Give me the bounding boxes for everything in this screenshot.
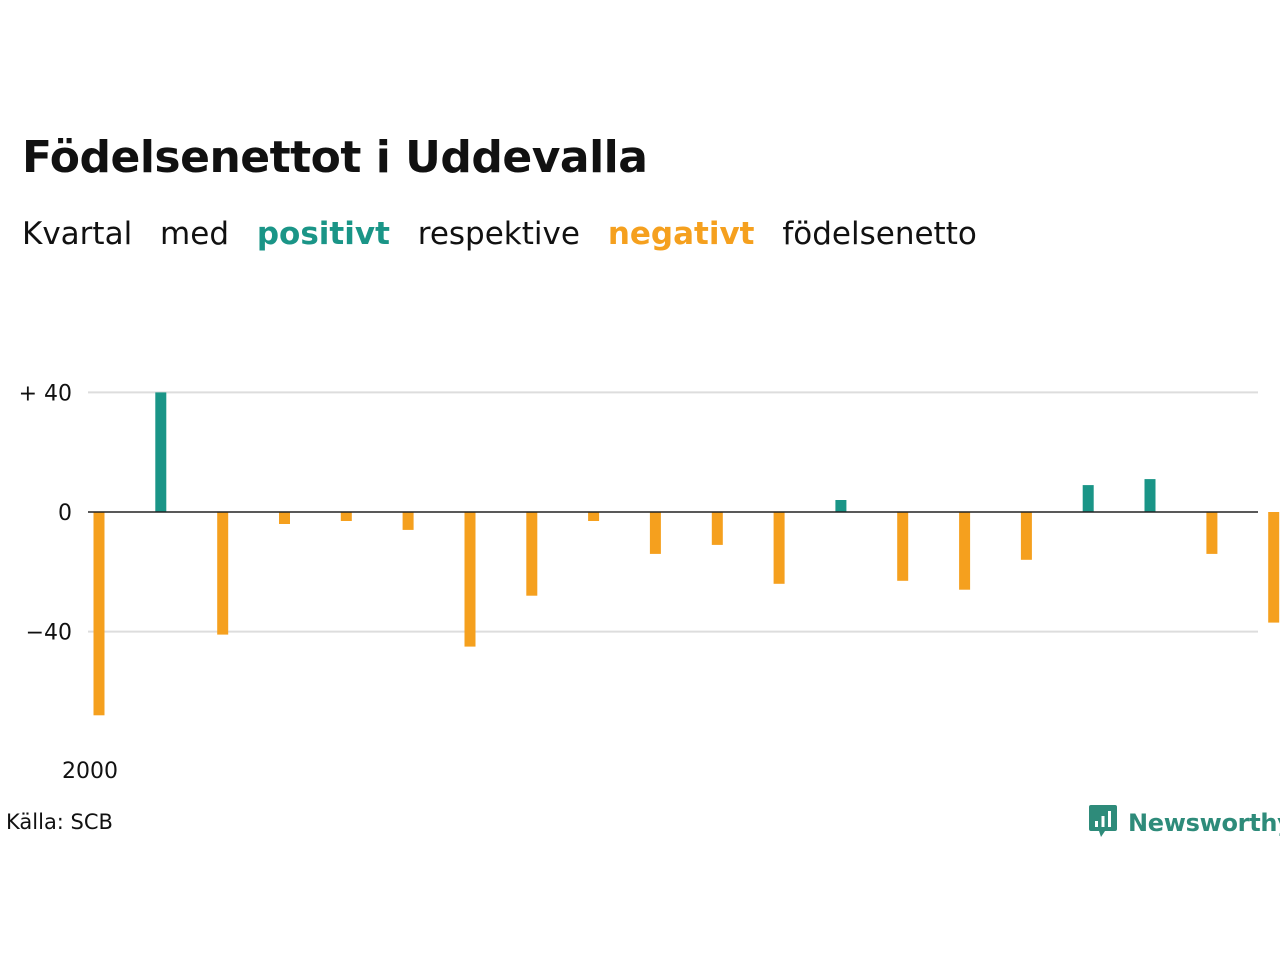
bar-2001-q1: 2001 Q1: -3	[340, 512, 352, 521]
bar-2000-q3: 2000 Q3: -41	[217, 512, 229, 635]
chart-title: Födelsenettot i Uddevalla	[22, 132, 648, 183]
bar-2004-q2: 2004 Q2: 11	[1144, 479, 1156, 512]
brand-name: Newsworthy	[1128, 809, 1280, 837]
y-tick-label: + 40	[19, 381, 72, 406]
bar-2001-q3: 2001 Q3: -45	[464, 512, 476, 647]
bar-2002-q1: 2002 Q1: -3	[588, 512, 600, 521]
bar-2002-q4: 2002 Q4: -24	[773, 512, 785, 584]
bar-2003-q2: 2003 Q2: -23	[897, 512, 909, 581]
x-axis-ticks: 20002005201020152020	[62, 759, 118, 784]
bar-2000-q4: 2000 Q4: -4	[279, 512, 290, 524]
y-tick-label: −40	[26, 621, 72, 646]
bar-2002-q3: 2002 Q3: -11	[711, 512, 723, 545]
bar-2003-q4: 2003 Q4: -16	[1020, 512, 1032, 560]
y-axis-ticks: + 40 0 −40	[19, 381, 72, 645]
subtitle-negative-label: negativt	[607, 216, 755, 252]
bar-2001-q4: 2001 Q4: -28	[526, 512, 538, 596]
newsworthy-logo-icon	[1088, 803, 1118, 843]
bar-2003-q1: 2003 Q1: 4	[835, 500, 847, 512]
subtitle-word-6: födelsenetto	[782, 216, 977, 252]
bar-2003-q3: 2003 Q3: -26	[959, 512, 971, 590]
bar-chart: 2000 Q1: -68 2000 Q2: 40 2000 Q3: -41 2000 …	[19, 381, 1280, 784]
chart-subtitle: Kvartal med positivt respektive negativt…	[22, 216, 995, 252]
bar-2002-q2: 2002 Q2: -14	[649, 512, 661, 554]
subtitle-positive-label: positivt	[256, 216, 390, 252]
bar-2001-q2: 2001 Q2: -6	[402, 512, 414, 530]
bar-2004-q3: 2004 Q3: -14	[1206, 512, 1218, 554]
subtitle-word-1: Kvartal	[22, 216, 133, 252]
source-note: Källa: SCB	[6, 810, 113, 834]
bar-2004-q1: 2004 Q1: 9	[1082, 485, 1094, 512]
x-tick-label: 2000	[62, 759, 118, 784]
bar-2004-q4: 2004 Q4: -37	[1268, 512, 1280, 623]
newsworthy-logo: Newsworthy	[1088, 803, 1280, 843]
bar-2000-q1: 2000 Q1: -68	[93, 512, 105, 716]
y-tick-label: 0	[58, 501, 72, 526]
subtitle-word-4: respektive	[417, 216, 580, 252]
gridlines	[88, 391, 1258, 633]
bar-2000-q2: 2000 Q2: 40	[155, 392, 167, 512]
subtitle-word-2: med	[160, 216, 229, 252]
bars: 2000 Q1: -68 2000 Q2: 40 2000 Q3: -41 2000 …	[93, 392, 1280, 716]
